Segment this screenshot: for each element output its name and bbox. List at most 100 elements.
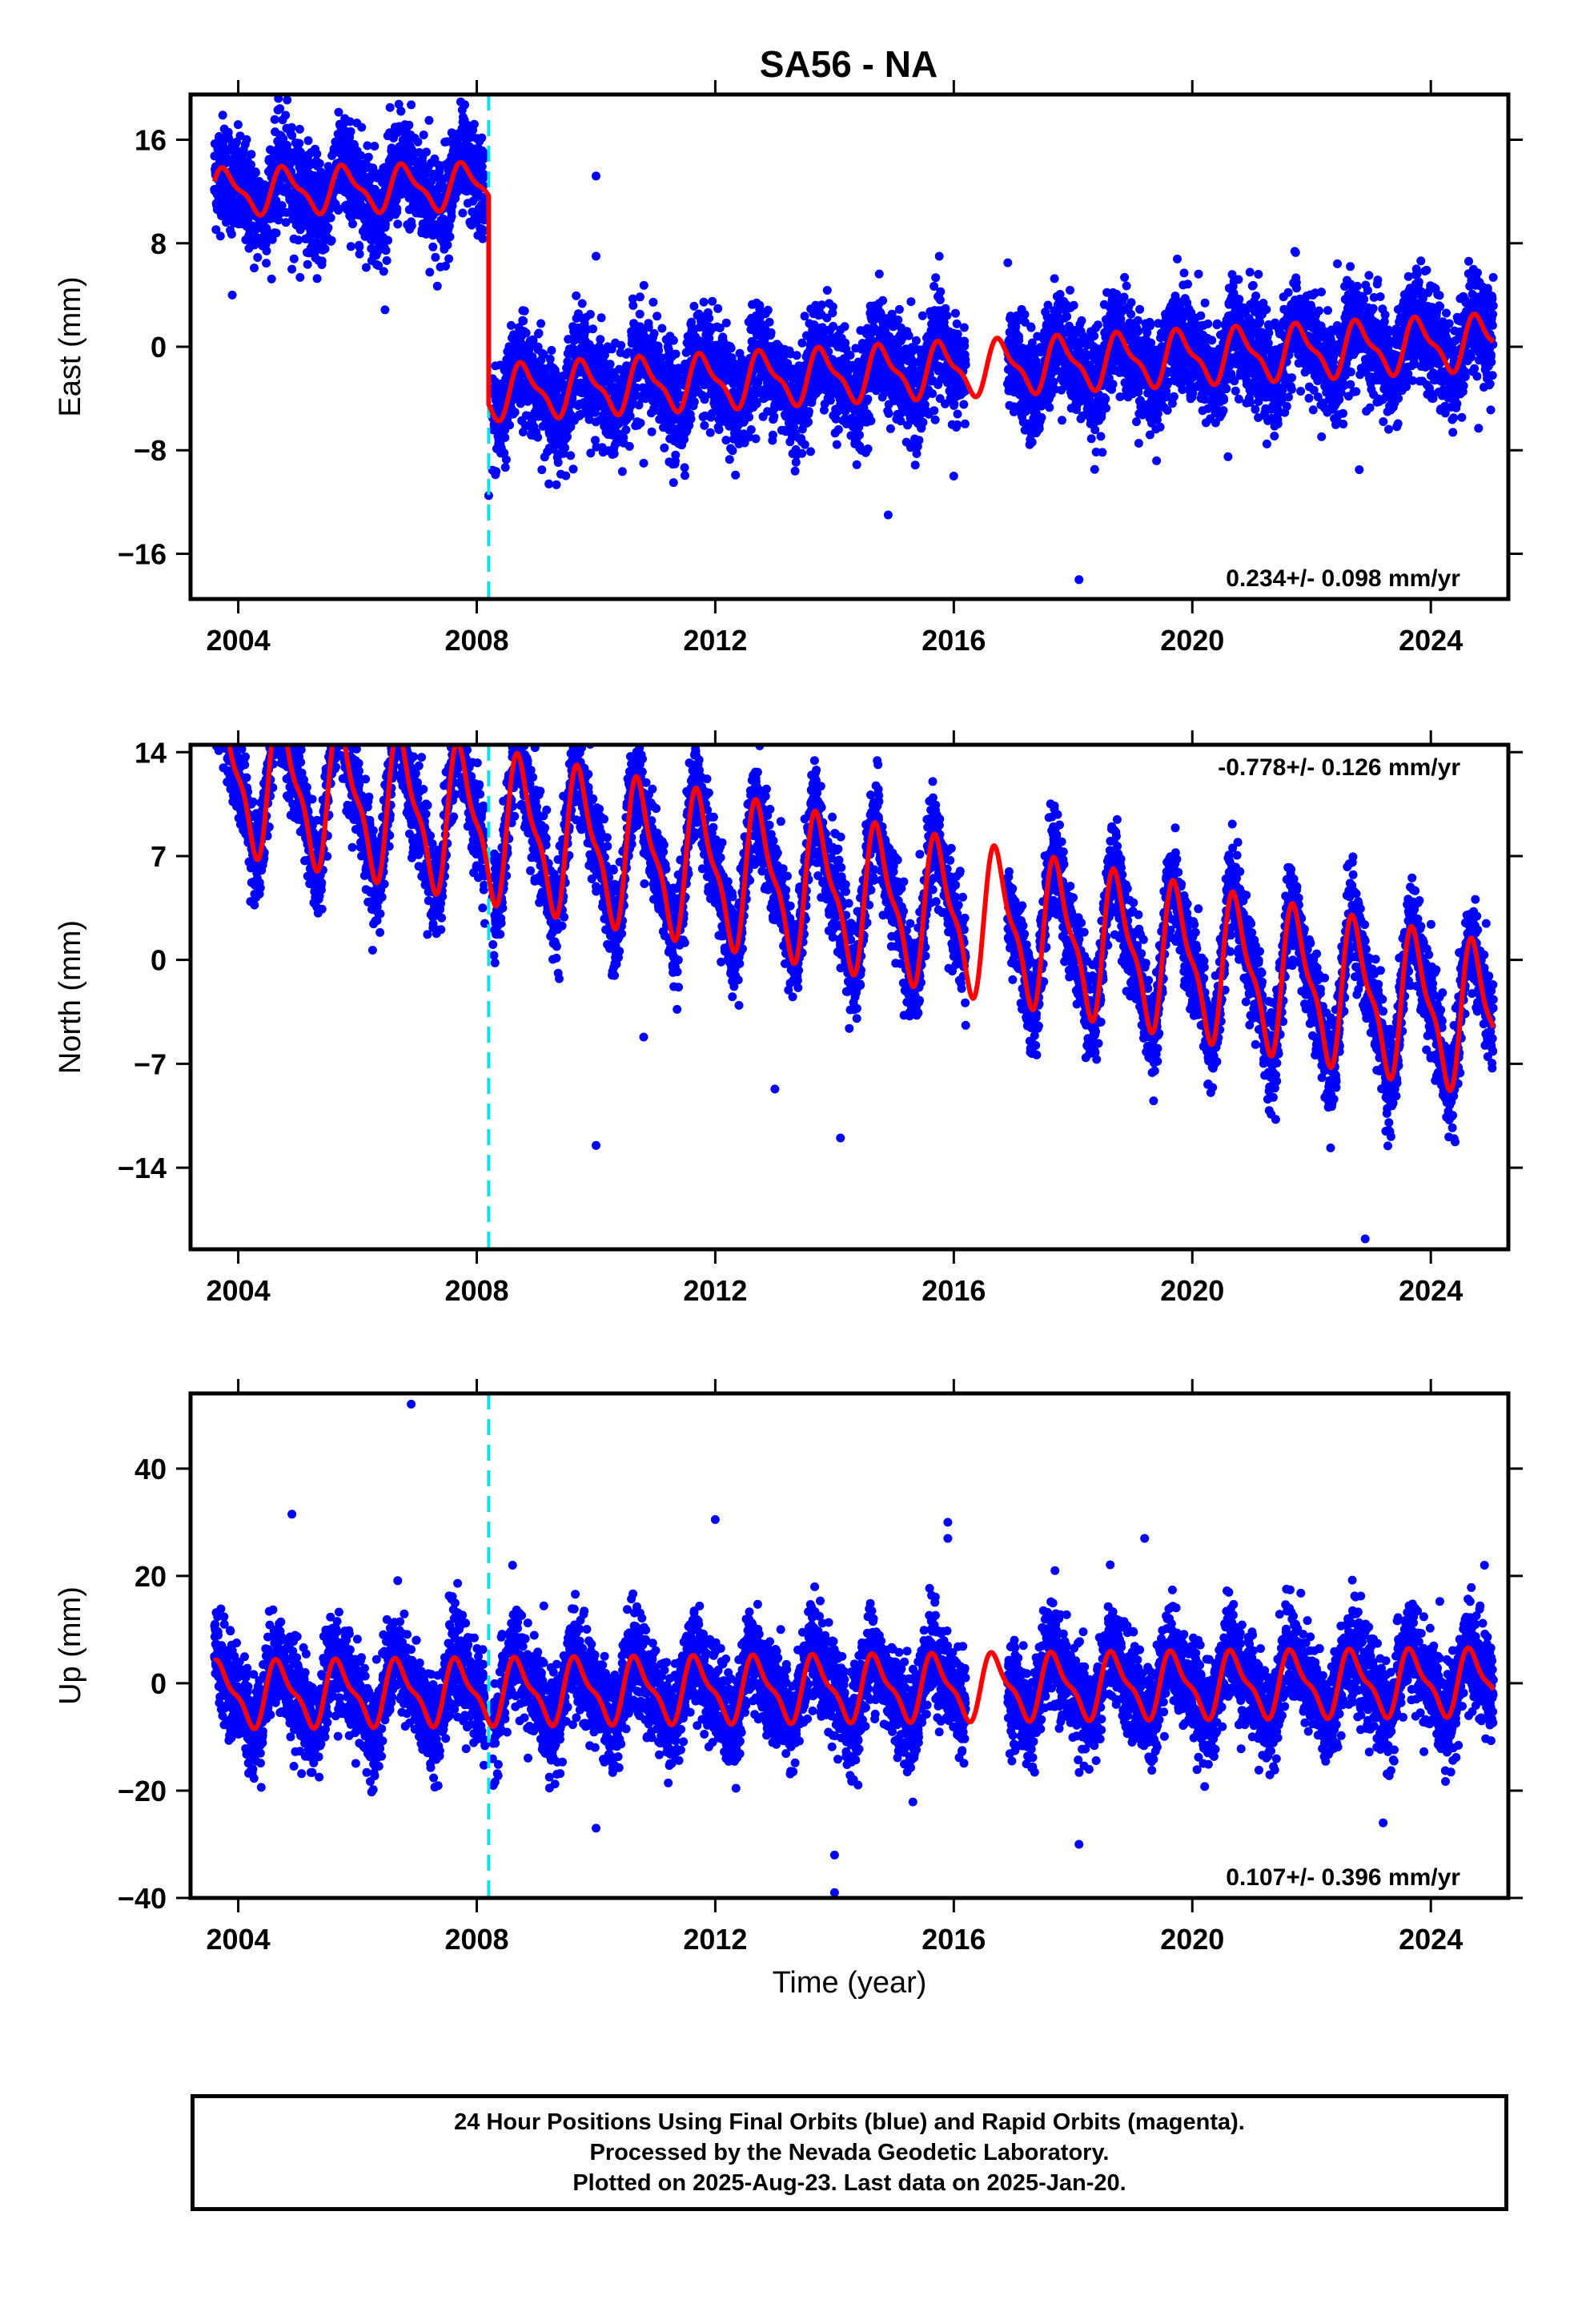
east-point bbox=[500, 432, 510, 442]
east-point bbox=[755, 300, 765, 310]
east-point bbox=[878, 296, 888, 305]
east-point bbox=[930, 406, 939, 416]
east-point bbox=[346, 242, 355, 251]
east-point bbox=[320, 244, 330, 254]
east-point bbox=[639, 280, 648, 290]
east-point bbox=[275, 104, 285, 114]
east-point bbox=[396, 107, 406, 116]
east-point bbox=[1062, 312, 1072, 321]
east-point bbox=[380, 305, 390, 315]
east-point bbox=[959, 400, 969, 409]
east-point bbox=[289, 254, 299, 263]
east-point bbox=[251, 168, 260, 178]
east-point bbox=[250, 263, 259, 273]
east-point bbox=[295, 272, 305, 282]
east-point bbox=[751, 434, 761, 444]
east-point bbox=[705, 313, 714, 323]
east-point bbox=[507, 320, 516, 330]
east-point bbox=[295, 124, 304, 134]
east-point bbox=[303, 259, 312, 269]
east-point bbox=[317, 256, 327, 266]
east-point bbox=[500, 463, 510, 472]
east-point bbox=[714, 425, 724, 434]
east-point bbox=[501, 455, 511, 464]
east-point bbox=[1026, 323, 1036, 332]
east-point bbox=[840, 322, 849, 332]
east-point bbox=[671, 349, 681, 359]
east-point bbox=[769, 412, 779, 421]
east-point bbox=[934, 251, 944, 261]
east-point bbox=[647, 427, 656, 436]
east-point bbox=[547, 346, 556, 355]
east-point bbox=[625, 412, 635, 421]
east-point bbox=[566, 451, 576, 460]
east-point bbox=[577, 299, 587, 308]
east-point bbox=[357, 123, 367, 132]
east-point bbox=[505, 420, 514, 430]
east-point bbox=[713, 304, 723, 313]
east-point bbox=[283, 95, 292, 105]
east-point bbox=[817, 300, 826, 310]
east-point bbox=[242, 135, 251, 144]
east-point bbox=[211, 225, 221, 235]
east-point bbox=[885, 424, 895, 433]
east-point bbox=[469, 119, 479, 129]
east-point bbox=[866, 416, 876, 425]
east-point bbox=[422, 147, 431, 157]
east-point bbox=[649, 329, 659, 338]
east-point bbox=[832, 440, 841, 449]
east-point bbox=[253, 253, 263, 262]
east-point bbox=[544, 479, 554, 489]
east-point bbox=[294, 235, 303, 245]
east-point bbox=[609, 449, 619, 458]
east-point bbox=[828, 302, 837, 312]
east-point bbox=[763, 305, 773, 315]
east-point bbox=[537, 465, 547, 475]
east-point bbox=[277, 201, 287, 211]
east-point bbox=[552, 480, 561, 489]
east-point bbox=[247, 150, 256, 159]
east-point bbox=[852, 460, 861, 469]
east-point bbox=[616, 340, 626, 350]
east-point bbox=[392, 204, 402, 214]
east-point bbox=[432, 281, 442, 291]
east-point bbox=[393, 219, 403, 229]
east-point bbox=[1069, 300, 1078, 310]
east-point bbox=[520, 306, 529, 316]
east-point bbox=[660, 443, 669, 452]
east-point bbox=[765, 317, 774, 327]
east-point bbox=[303, 136, 313, 146]
east-point bbox=[235, 131, 245, 141]
east-point bbox=[267, 235, 277, 244]
east-point bbox=[568, 464, 578, 474]
east-point bbox=[669, 336, 678, 345]
east-point bbox=[428, 242, 438, 251]
east-point bbox=[312, 149, 322, 159]
east-point bbox=[725, 455, 734, 464]
east-point bbox=[323, 223, 333, 232]
east-point bbox=[726, 344, 736, 353]
east-point bbox=[383, 235, 393, 245]
east-point bbox=[445, 232, 455, 242]
east-point bbox=[728, 446, 737, 456]
east-point bbox=[218, 111, 227, 120]
east-point bbox=[746, 425, 756, 434]
east-point bbox=[959, 323, 969, 332]
east-point bbox=[833, 424, 843, 434]
east-point bbox=[790, 466, 800, 476]
east-point bbox=[1058, 416, 1066, 425]
east-point bbox=[766, 328, 776, 337]
east-point bbox=[315, 159, 324, 168]
east-point bbox=[345, 117, 355, 127]
east-point bbox=[271, 228, 281, 238]
east-point bbox=[874, 269, 884, 279]
east-point bbox=[953, 420, 962, 429]
east-point bbox=[935, 296, 945, 304]
east-point bbox=[1045, 403, 1054, 412]
east-point bbox=[327, 235, 336, 245]
east-point bbox=[385, 103, 395, 112]
east-point bbox=[247, 160, 255, 170]
east-daily-positions bbox=[210, 94, 1498, 585]
east-point bbox=[510, 408, 520, 417]
